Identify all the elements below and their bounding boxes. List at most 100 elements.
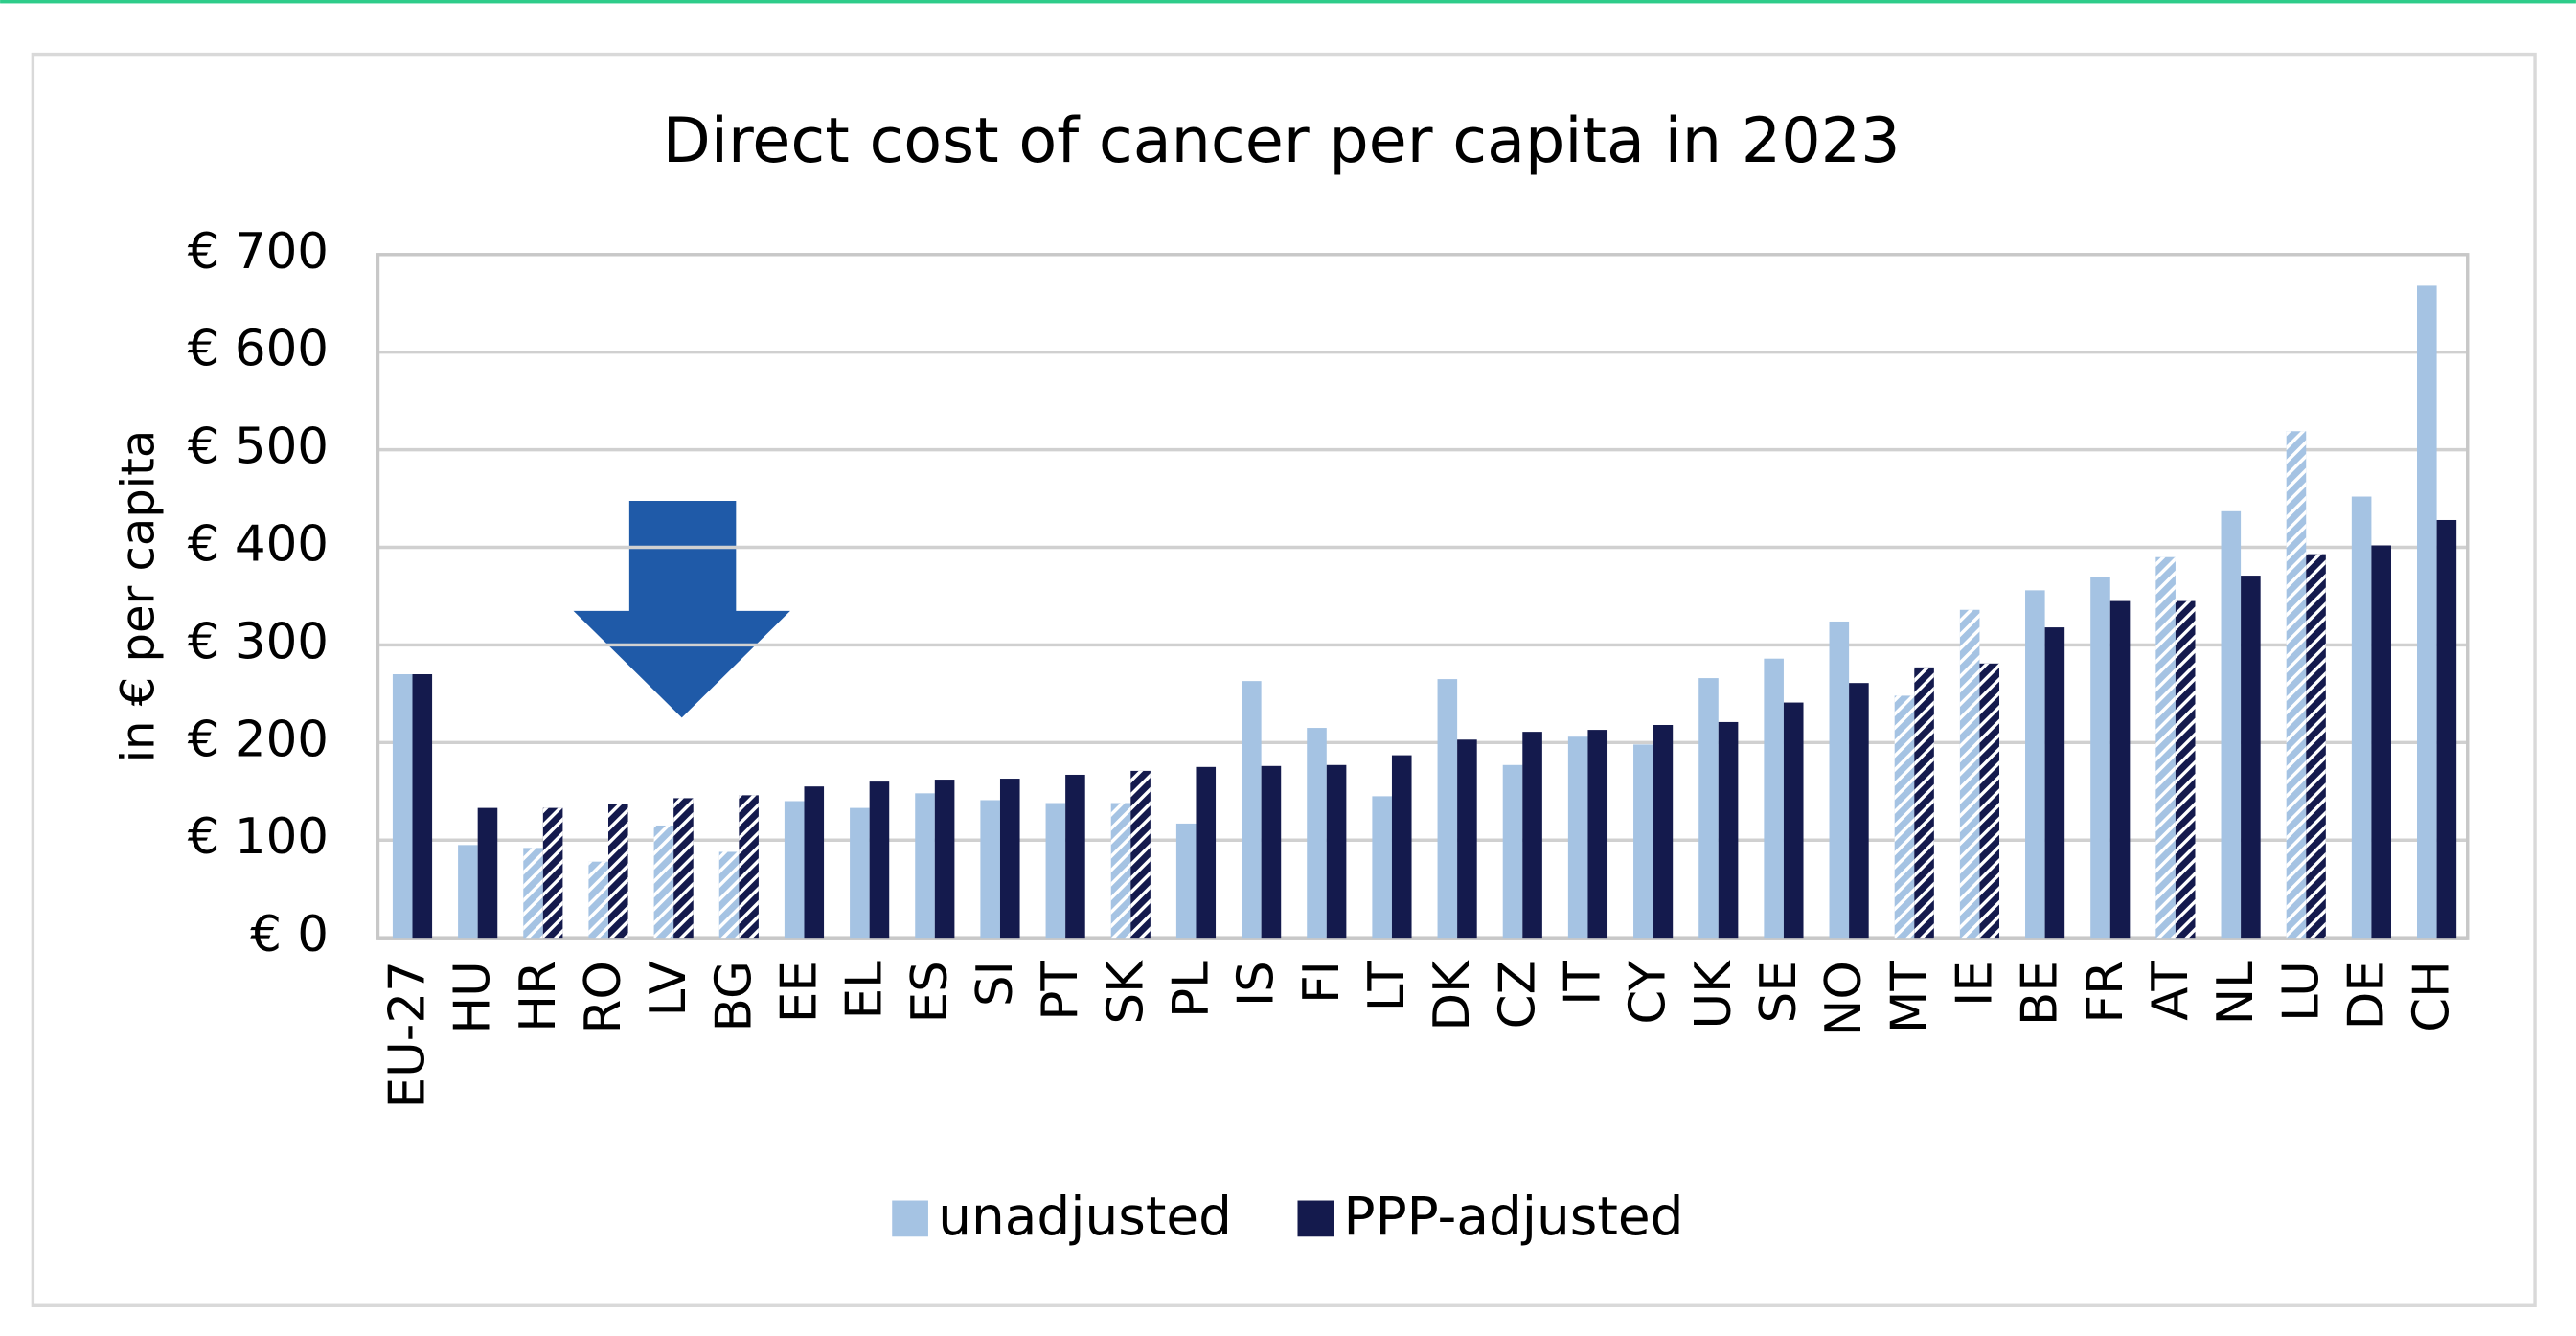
bar — [1391, 755, 1412, 939]
y-tick-label: € 0 — [250, 906, 329, 963]
bar — [1829, 621, 1850, 939]
bar — [804, 786, 825, 939]
x-tick-label: ES — [901, 961, 959, 1023]
x-tick-label: AT — [2142, 961, 2200, 1021]
x-tick-label: EL — [836, 961, 894, 1020]
bar-hatch — [2286, 431, 2307, 939]
bar — [1437, 679, 1458, 939]
x-tick-label: LT — [1358, 961, 1416, 1012]
bar — [1783, 702, 1804, 939]
bar-hatch — [653, 825, 674, 939]
x-tick-label: UK — [1685, 960, 1743, 1030]
chart-title: Direct cost of cancer per capita in 2023 — [663, 105, 1901, 177]
bar — [1326, 764, 1347, 939]
top-border — [0, 0, 2576, 4]
x-tick-label: BG — [705, 961, 763, 1031]
bar-hatch — [2155, 556, 2176, 939]
y-tick-label: € 700 — [188, 223, 329, 281]
x-tick-label: CZ — [1489, 961, 1546, 1029]
bar — [477, 807, 498, 939]
x-tick-label: SI — [967, 961, 1024, 1007]
bar — [1522, 732, 1542, 939]
bar — [1849, 683, 1869, 939]
bar-hatch — [2175, 600, 2196, 939]
bar — [2090, 577, 2110, 939]
bar — [1196, 766, 1217, 939]
y-tick-label: € 600 — [188, 321, 329, 378]
x-tick-label: MT — [1881, 961, 1938, 1033]
bar — [1764, 658, 1784, 939]
x-tick-label: DE — [2337, 961, 2395, 1030]
x-tick-label: NO — [1815, 961, 1873, 1036]
legend-label: unadjusted — [938, 1186, 1232, 1247]
x-tick-label: HR — [510, 961, 567, 1031]
bar — [869, 781, 890, 939]
bar-hatch — [673, 798, 694, 939]
x-tick-label: LU — [2272, 961, 2330, 1022]
bar — [1175, 823, 1197, 939]
bar — [999, 779, 1020, 939]
x-tick-label: IS — [1228, 961, 1286, 1007]
bar — [1261, 765, 1282, 939]
bar-hatch — [2306, 554, 2326, 939]
chart-frame — [31, 52, 2537, 1307]
bar — [412, 674, 433, 939]
bar-hatch — [718, 851, 740, 939]
x-tick-label: RO — [575, 961, 632, 1033]
x-tick-label: IT — [1555, 961, 1612, 1006]
x-tick-label: SE — [1750, 961, 1808, 1023]
x-tick-label: LV — [640, 961, 697, 1016]
bar-hatch — [1130, 770, 1151, 939]
x-tick-label: CH — [2404, 961, 2461, 1032]
bar-hatch — [523, 848, 543, 939]
bar — [1698, 678, 1719, 939]
bar-hatch — [588, 861, 608, 939]
y-tick-label: € 500 — [188, 419, 329, 476]
bar — [1653, 724, 1674, 939]
y-tick-label: € 300 — [188, 613, 329, 670]
bar — [1242, 681, 1262, 939]
bar — [2351, 496, 2372, 939]
bar — [1307, 728, 1327, 939]
x-tick-label: FR — [2077, 961, 2134, 1023]
bar-hatch — [1979, 663, 2000, 939]
bar-hatch — [1959, 609, 1980, 939]
bar-hatch — [1110, 803, 1131, 939]
bar-hatch — [739, 795, 759, 939]
bar — [1065, 774, 1085, 939]
x-tick-label: CY — [1620, 961, 1677, 1025]
x-tick-label: BE — [2012, 961, 2069, 1026]
x-tick-label: EU-27 — [379, 961, 437, 1108]
bar — [1372, 796, 1392, 939]
x-tick-label: SK — [1097, 960, 1154, 1025]
arrow — [573, 501, 790, 718]
y-tick-label: € 400 — [188, 516, 329, 574]
bar — [934, 780, 955, 939]
bar — [2221, 510, 2242, 939]
legend-swatch — [892, 1200, 928, 1237]
y-axis-label: in € per capita — [112, 430, 166, 763]
bar — [1587, 730, 1608, 939]
bar — [2417, 285, 2437, 939]
bar — [1718, 721, 1739, 939]
y-tick-label: € 100 — [188, 808, 329, 866]
bar-hatch — [1914, 667, 1934, 939]
bar — [850, 807, 870, 939]
bar-hatch — [542, 807, 563, 939]
bar — [2436, 519, 2457, 939]
bar — [1567, 736, 1588, 939]
bar — [1502, 764, 1523, 939]
bar — [915, 793, 935, 939]
bar — [980, 800, 1000, 939]
x-tick-label: PT — [1032, 961, 1089, 1021]
x-tick-label: NL — [2207, 961, 2265, 1025]
x-tick-label: IE — [1947, 961, 2004, 1007]
bar — [2025, 590, 2045, 939]
y-tick-label: € 200 — [188, 711, 329, 768]
bar-hatch — [1894, 695, 1915, 939]
bar — [2241, 576, 2261, 939]
bar — [458, 845, 478, 939]
bar — [2371, 545, 2391, 939]
bar — [1457, 739, 1477, 939]
